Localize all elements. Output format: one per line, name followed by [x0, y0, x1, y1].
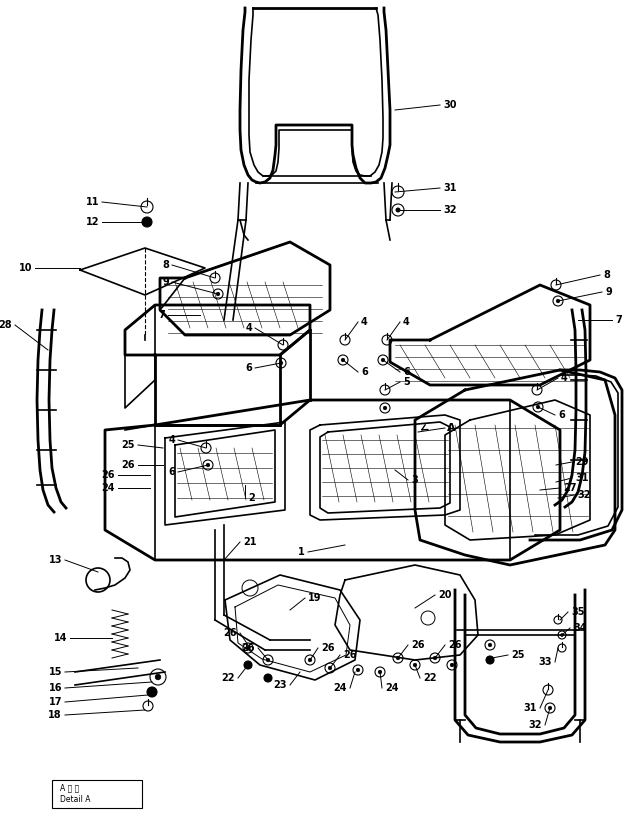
Text: 6: 6	[558, 410, 565, 420]
Text: 26: 26	[121, 460, 135, 470]
Text: 25: 25	[511, 650, 525, 660]
Circle shape	[216, 292, 220, 296]
Bar	[52, 780, 142, 808]
Text: 7: 7	[158, 310, 165, 320]
Text: 6: 6	[403, 367, 410, 377]
Text: 31: 31	[523, 703, 537, 713]
Text: 14: 14	[54, 633, 67, 643]
Text: 5: 5	[403, 377, 410, 387]
Text: 4: 4	[403, 317, 410, 327]
Text: 23: 23	[273, 680, 287, 690]
Text: 34: 34	[573, 623, 587, 633]
Text: 10: 10	[19, 263, 32, 273]
Text: 13: 13	[49, 555, 62, 565]
Text: 11: 11	[86, 197, 99, 207]
Circle shape	[155, 674, 161, 680]
Text: 4: 4	[168, 435, 175, 445]
Text: 31: 31	[443, 183, 456, 193]
Text: 1: 1	[298, 547, 305, 557]
Text: 26: 26	[448, 640, 461, 650]
Text: 8: 8	[162, 260, 169, 270]
Text: 21: 21	[243, 537, 256, 547]
Text: 24: 24	[102, 483, 115, 493]
Text: 30: 30	[443, 100, 456, 110]
Text: 15: 15	[49, 667, 62, 677]
Text: 31: 31	[575, 473, 589, 483]
Circle shape	[488, 643, 492, 647]
Text: 6: 6	[361, 367, 368, 377]
Circle shape	[450, 663, 454, 667]
Text: 4: 4	[245, 323, 252, 333]
Text: A: A	[447, 423, 456, 433]
Circle shape	[142, 217, 152, 227]
Circle shape	[536, 405, 540, 408]
Circle shape	[308, 659, 312, 662]
Text: 16: 16	[49, 683, 62, 693]
Text: 7: 7	[615, 315, 622, 325]
Circle shape	[266, 659, 270, 662]
Circle shape	[279, 361, 282, 364]
Circle shape	[246, 646, 250, 650]
Text: 6: 6	[168, 467, 175, 477]
Text: 9: 9	[162, 277, 169, 287]
Text: 20: 20	[438, 590, 452, 600]
Text: 26: 26	[224, 628, 237, 638]
Circle shape	[341, 358, 345, 362]
Text: 22: 22	[423, 673, 436, 683]
Circle shape	[383, 406, 387, 410]
Circle shape	[560, 634, 564, 636]
Circle shape	[147, 687, 157, 697]
Circle shape	[396, 656, 400, 660]
Text: 24: 24	[385, 683, 399, 693]
Text: A 詳 細: A 詳 細	[60, 784, 79, 792]
Circle shape	[328, 666, 332, 670]
Circle shape	[396, 208, 400, 212]
Text: 17: 17	[49, 697, 62, 707]
Text: 35: 35	[571, 607, 585, 617]
Text: 4: 4	[561, 373, 567, 383]
Circle shape	[381, 358, 385, 362]
Circle shape	[264, 674, 272, 682]
Text: 6: 6	[245, 363, 252, 373]
Circle shape	[244, 661, 252, 669]
Text: 8: 8	[603, 270, 610, 280]
Text: 27: 27	[563, 483, 576, 493]
Text: 29: 29	[575, 457, 589, 467]
Text: 2: 2	[248, 493, 255, 503]
Text: 25: 25	[121, 440, 135, 450]
Text: 12: 12	[86, 217, 99, 227]
Text: 26: 26	[411, 640, 424, 650]
Circle shape	[378, 670, 381, 674]
Text: 26: 26	[321, 643, 334, 653]
Text: 19: 19	[308, 593, 321, 603]
Circle shape	[357, 668, 360, 672]
Circle shape	[548, 706, 551, 710]
Circle shape	[486, 656, 494, 664]
Text: 33: 33	[539, 657, 552, 667]
Text: 32: 32	[528, 720, 542, 730]
Text: 22: 22	[222, 673, 235, 683]
Text: 4: 4	[361, 317, 368, 327]
Text: 32: 32	[577, 490, 590, 500]
Text: 18: 18	[49, 710, 62, 720]
Text: Detail A: Detail A	[60, 796, 91, 805]
Text: 26: 26	[242, 643, 255, 653]
Text: 32: 32	[443, 205, 456, 215]
Circle shape	[433, 656, 436, 660]
Text: 3: 3	[411, 475, 418, 485]
Text: 28: 28	[0, 320, 12, 330]
Circle shape	[557, 299, 560, 303]
Text: 26: 26	[102, 470, 115, 480]
Text: 26: 26	[343, 650, 357, 660]
Circle shape	[206, 463, 210, 467]
Text: 24: 24	[334, 683, 347, 693]
Circle shape	[413, 663, 417, 667]
Text: 9: 9	[605, 287, 612, 297]
